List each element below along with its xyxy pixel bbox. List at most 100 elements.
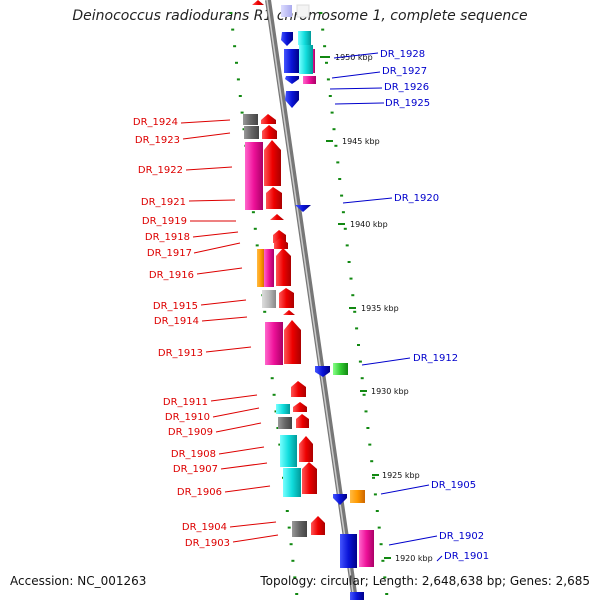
gene-dr1916-orange[interactable] xyxy=(257,249,265,287)
leader-dr1924 xyxy=(180,119,231,124)
gene-dr1913-arrow[interactable] xyxy=(284,320,301,364)
gene-label-dr1909[interactable]: DR_1909 xyxy=(168,427,213,438)
gene-label-dr1920[interactable]: DR_1920 xyxy=(394,193,439,204)
gene-dr1906-box[interactable] xyxy=(283,468,301,497)
gene-dr1915-box[interactable] xyxy=(262,290,276,308)
leader-dr1904 xyxy=(229,521,277,528)
leader-dr1910 xyxy=(212,407,260,418)
right-guide-dot xyxy=(330,111,334,114)
gene-label-dr1928[interactable]: DR_1928 xyxy=(380,49,425,60)
gene-dr1927-blue[interactable] xyxy=(284,49,299,73)
gene-label-dr1901[interactable]: DR_1901 xyxy=(444,551,489,562)
right-guide-dot xyxy=(326,78,330,81)
gene-dr1911-arrow[interactable] xyxy=(291,381,306,397)
gene-dr1908-arrow[interactable] xyxy=(299,436,313,462)
gene-label-dr1924[interactable]: DR_1924 xyxy=(133,117,178,128)
gene-label-dr1912[interactable]: DR_1912 xyxy=(413,353,458,364)
gene-label-dr1927[interactable]: DR_1927 xyxy=(382,66,427,77)
gene-dr1920-arrow[interactable] xyxy=(295,205,311,212)
leader-dr1909 xyxy=(215,422,262,433)
gene-arrow-top-red[interactable] xyxy=(252,0,264,5)
gene-dr1927-cyan[interactable] xyxy=(299,45,313,74)
gene-label-dr1905[interactable]: DR_1905 xyxy=(431,480,476,491)
gene-label-dr1910[interactable]: DR_1910 xyxy=(165,412,210,423)
left-guide-dot xyxy=(236,78,240,81)
gene-label-dr1913[interactable]: DR_1913 xyxy=(158,348,203,359)
gene-dr1914-arrow[interactable] xyxy=(283,310,295,315)
gene-dr1924-arrow[interactable] xyxy=(261,114,276,124)
gene-box-white[interactable] xyxy=(296,4,310,18)
left-guide-dot xyxy=(272,393,276,396)
gene-dr1905-box[interactable] xyxy=(350,490,365,503)
gene-label-dr1902[interactable]: DR_1902 xyxy=(439,531,484,542)
gene-label-dr1907[interactable]: DR_1907 xyxy=(173,464,218,475)
gene-dr1909-box[interactable] xyxy=(278,417,292,429)
gene-label-dr1904[interactable]: DR_1904 xyxy=(182,522,227,533)
gene-dr1916-arrow[interactable] xyxy=(276,248,291,286)
gene-dr1906-arrow[interactable] xyxy=(302,462,317,494)
right-guide-dot xyxy=(351,294,355,297)
gene-dr1916-pink[interactable] xyxy=(264,249,274,287)
gene-dr1908-box[interactable] xyxy=(280,435,297,467)
gene-dr1922-box[interactable] xyxy=(245,142,263,210)
right-guide-dot xyxy=(357,344,360,346)
label-leaders: DR_1924 DR_1923 DR_1922 DR_1921 DR_1919 … xyxy=(133,49,489,562)
gene-dr1902-box-blue[interactable] xyxy=(340,534,357,568)
left-guide-dot xyxy=(263,310,267,313)
right-guide-dot xyxy=(366,427,370,429)
gene-label-dr1923[interactable]: DR_1923 xyxy=(135,135,180,146)
gene-dr1915-arrow[interactable] xyxy=(279,288,294,308)
left-guide-dot xyxy=(233,45,237,48)
gene-dr1923-box[interactable] xyxy=(244,126,259,139)
gene-label-dr1915[interactable]: DR_1915 xyxy=(153,301,198,312)
gene-label-dr1919[interactable]: DR_1919 xyxy=(142,216,187,227)
gene-dr1926-pink[interactable] xyxy=(303,76,316,84)
right-guide-dot xyxy=(364,410,368,413)
gene-dr1925-arrow[interactable] xyxy=(285,91,299,108)
leader-dr1917 xyxy=(193,242,241,254)
gene-dr1926-arrow[interactable] xyxy=(285,76,299,84)
gene-dr1904-arrow[interactable] xyxy=(311,516,325,535)
gene-dr1923-arrow[interactable] xyxy=(262,125,277,139)
gene-label-dr1918[interactable]: DR_1918 xyxy=(145,232,190,243)
gene-label-dr1926[interactable]: DR_1926 xyxy=(384,82,429,93)
gene-label-dr1916[interactable]: DR_1916 xyxy=(149,270,194,281)
gene-dr1904-box[interactable] xyxy=(292,521,307,537)
right-guide-dot xyxy=(372,476,375,479)
right-guide-dot xyxy=(362,393,366,396)
gene-dr1921-arrow[interactable] xyxy=(266,187,282,209)
gene-label-dr1921[interactable]: DR_1921 xyxy=(141,197,186,208)
gene-dr1912-box[interactable] xyxy=(333,363,348,375)
gene-dr1924-box[interactable] xyxy=(243,114,258,125)
right-guide-dot xyxy=(368,443,372,446)
gene-dr1917-arrow[interactable] xyxy=(274,238,288,249)
gene-label-dr1922[interactable]: DR_1922 xyxy=(138,165,183,176)
gene-dr1928-box[interactable] xyxy=(298,31,311,45)
leader-dr1918 xyxy=(192,231,239,238)
gene-dr1913-box[interactable] xyxy=(265,322,283,365)
gene-dr1928-arrow[interactable] xyxy=(281,32,293,46)
left-guide-dot xyxy=(231,28,235,31)
leader-dr1908 xyxy=(218,446,265,455)
gene-dr1910-arrow[interactable] xyxy=(293,402,307,412)
gene-dr1910-box[interactable] xyxy=(276,404,290,414)
gene-dr1909-arrow[interactable] xyxy=(296,414,309,428)
gene-label-dr1917[interactable]: DR_1917 xyxy=(147,248,192,259)
gene-label-dr1925[interactable]: DR_1925 xyxy=(385,98,430,109)
gene-dr1922-arrow[interactable] xyxy=(264,140,281,186)
gene-label-dr1903[interactable]: DR_1903 xyxy=(185,538,230,549)
scale-label-1920: 1920 kbp xyxy=(395,554,433,563)
right-guide-dot xyxy=(347,261,351,263)
gene-dr1901-box[interactable] xyxy=(350,592,364,600)
gene-label-dr1906[interactable]: DR_1906 xyxy=(177,487,222,498)
gene-dr1919-arrow[interactable] xyxy=(270,214,284,220)
gene-box-lavender[interactable] xyxy=(281,5,292,17)
gene-label-dr1914[interactable]: DR_1914 xyxy=(154,316,199,327)
gene-dr1905-arrow[interactable] xyxy=(333,494,347,505)
gene-label-dr1908[interactable]: DR_1908 xyxy=(171,449,216,460)
gene-label-dr1911[interactable]: DR_1911 xyxy=(163,397,208,408)
gene-dr1902-box-pink[interactable] xyxy=(359,530,374,567)
scale-label-1935: 1935 kbp xyxy=(361,304,399,313)
gene-dr1912-arrow[interactable] xyxy=(315,366,330,377)
